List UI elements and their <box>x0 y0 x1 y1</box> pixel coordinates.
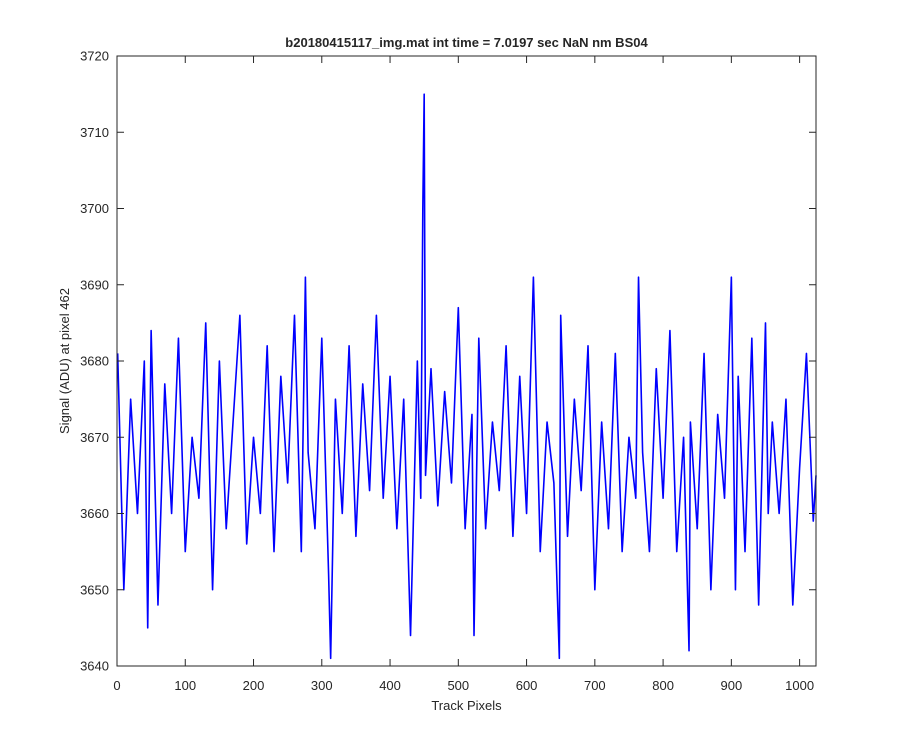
x-tick-label: 200 <box>243 678 265 693</box>
y-axis-ticks: 3640 3650 3660 3670 3680 3690 3700 3710 3720 <box>80 49 816 674</box>
x-tick-label: 0 <box>113 678 120 693</box>
x-tick-label: 900 <box>721 678 743 693</box>
x-tick-label: 500 <box>447 678 469 693</box>
y-tick-label: 3680 <box>80 354 109 369</box>
y-tick-label: 3690 <box>80 277 109 292</box>
x-tick-label: 700 <box>584 678 606 693</box>
x-tick-label: 1000 <box>785 678 814 693</box>
y-tick-label: 3670 <box>80 430 109 445</box>
series-layer <box>116 93 817 660</box>
x-tick-label: 800 <box>652 678 674 693</box>
x-tick-label: 400 <box>379 678 401 693</box>
y-tick-label: 3650 <box>80 582 109 597</box>
x-axis-label: Track Pixels <box>431 698 502 713</box>
y-tick-label: 3710 <box>80 125 109 140</box>
y-axis-label: Signal (ADU) at pixel 462 <box>57 288 72 434</box>
y-tick-label: 3720 <box>80 49 109 64</box>
plot-area <box>117 56 816 666</box>
y-tick-label: 3700 <box>80 201 109 216</box>
x-tick-label: 600 <box>516 678 538 693</box>
y-tick-label: 3660 <box>80 506 109 521</box>
chart-title: b20180415117_img.mat int time = 7.0197 s… <box>285 35 648 50</box>
x-tick-label: 300 <box>311 678 333 693</box>
x-axis-ticks: 0 100 200 300 400 500 600 700 800 900 1000 <box>113 56 814 693</box>
y-tick-label: 3640 <box>80 659 109 674</box>
x-tick-label: 100 <box>174 678 196 693</box>
series-line-0 <box>116 93 817 660</box>
